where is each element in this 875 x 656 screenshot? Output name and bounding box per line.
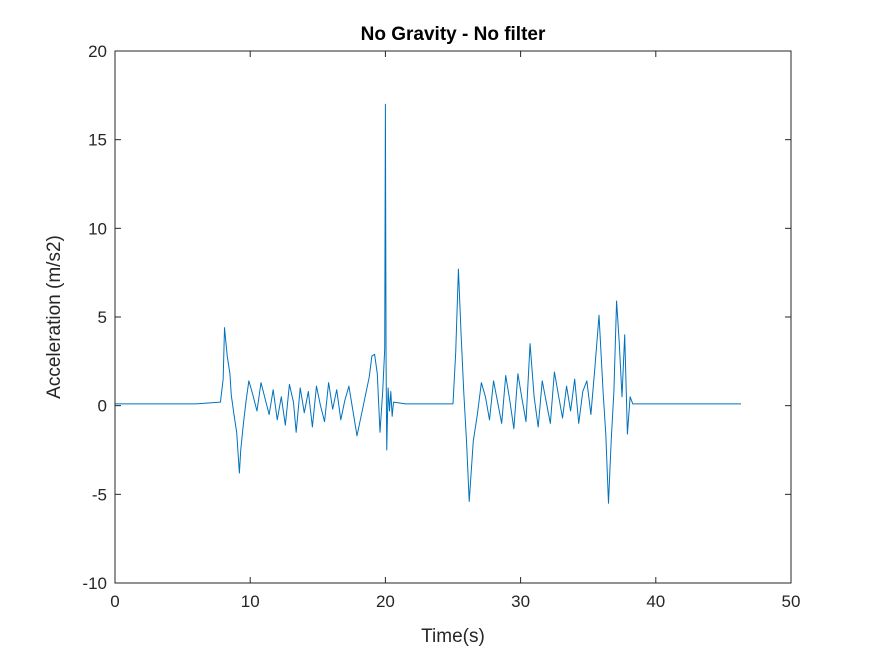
- ticks-layer: 0 10 20 30 40 50 -10 -5 0 5 10 15 20: [82, 42, 800, 611]
- x-axis-label: Time(s): [421, 626, 485, 647]
- y-axis-label: Acceleration (m/s2): [44, 235, 65, 399]
- series-layer: [115, 103, 741, 504]
- y-tick-label: 5: [98, 308, 107, 327]
- plot-area: [115, 51, 791, 583]
- y-tick-label: -5: [92, 485, 107, 504]
- x-tick-label: 30: [511, 592, 530, 611]
- y-tick-label: -10: [82, 574, 107, 593]
- x-tick-label: 20: [376, 592, 395, 611]
- y-tick-label: 15: [88, 131, 107, 150]
- x-tick-label: 40: [646, 592, 665, 611]
- chart-title: No Gravity - No filter: [361, 24, 546, 45]
- y-tick-label: 20: [88, 42, 107, 61]
- series-line: [115, 103, 741, 504]
- y-tick-label: 10: [88, 219, 107, 238]
- y-tick-label: 0: [98, 397, 107, 416]
- x-tick-label: 10: [241, 592, 260, 611]
- x-tick-label: 0: [110, 592, 119, 611]
- x-tick-label: 50: [782, 592, 801, 611]
